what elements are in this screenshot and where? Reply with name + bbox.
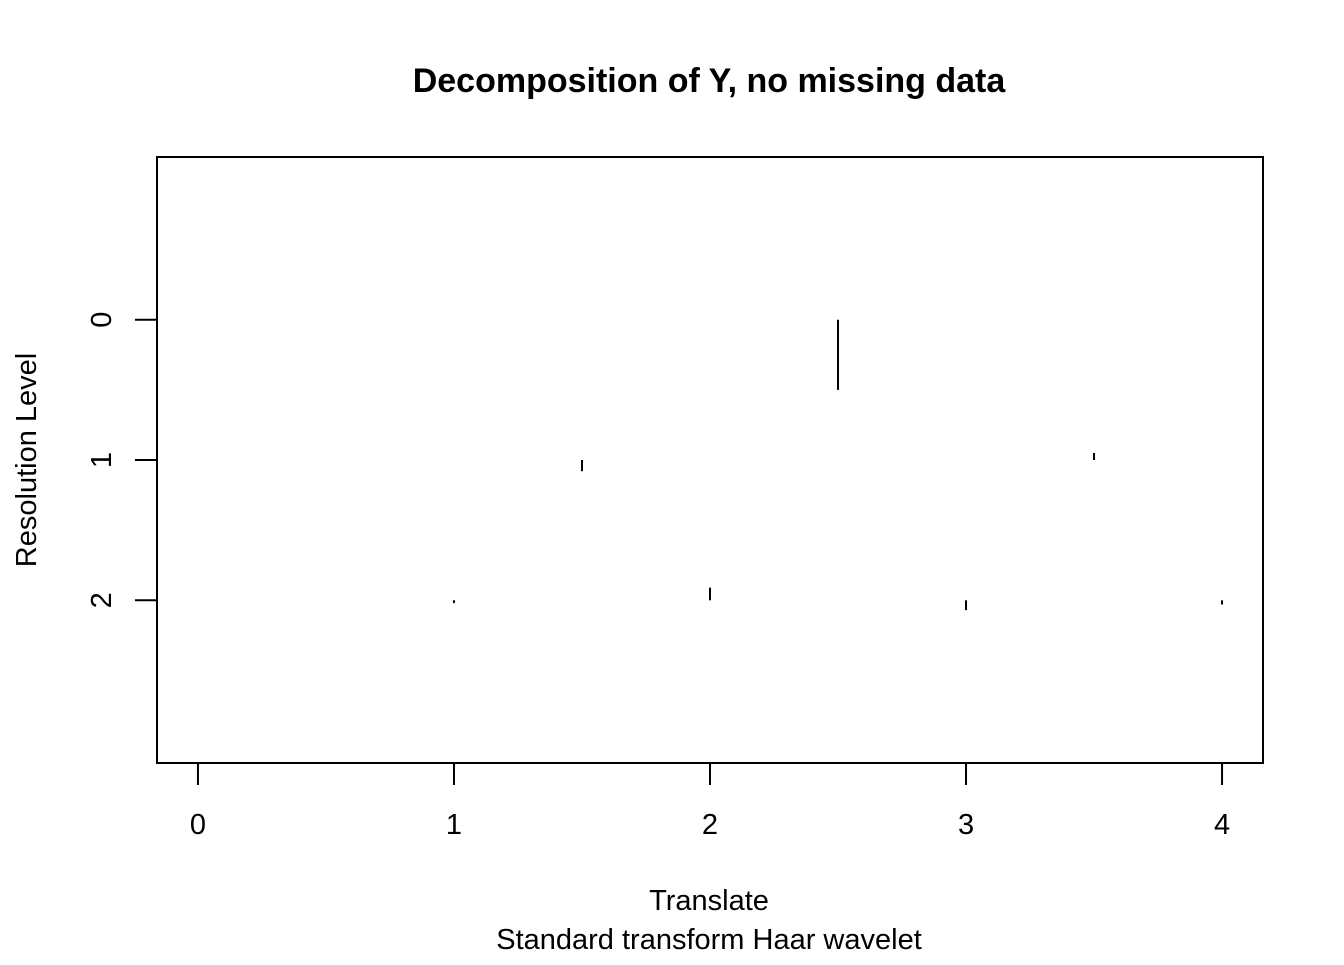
x-axis-label: Translate <box>649 885 769 917</box>
x-tick-label: 4 <box>1214 809 1230 841</box>
x-tick-label: 0 <box>190 809 206 841</box>
x-tick-label: 1 <box>446 809 462 841</box>
x-tick-label: 3 <box>958 809 974 841</box>
x-tick-label: 2 <box>702 809 718 841</box>
plot-frame <box>156 156 1264 764</box>
x-axis-sublabel: Standard transform Haar wavelet <box>496 924 922 956</box>
y-tick-label: 2 <box>86 592 118 608</box>
x-axis: 0 1 2 3 4 <box>190 762 1230 841</box>
coefficient-marks <box>452 319 1224 611</box>
y-axis: 0 1 2 <box>86 312 158 608</box>
y-tick-label: 0 <box>86 312 118 328</box>
chart-title: Decomposition of Y, no missing data <box>413 62 1007 100</box>
y-axis-label: Resolution Level <box>11 353 43 567</box>
y-tick-label: 1 <box>86 452 118 468</box>
